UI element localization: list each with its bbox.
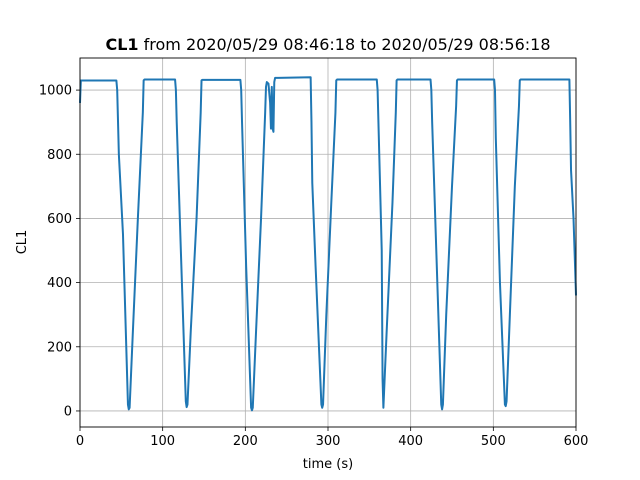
- x-tick-label: 600: [564, 434, 589, 449]
- x-axis-label: time (s): [303, 457, 353, 472]
- y-tick-label: 400: [47, 276, 72, 291]
- chart-title: CL1 from 2020/05/29 08:46:18 to 2020/05/…: [105, 35, 550, 54]
- x-axis-ticks: 0 100 200 300 400 500 600: [76, 427, 589, 449]
- x-tick-label: 100: [150, 434, 175, 449]
- y-tick-label: 0: [64, 404, 72, 419]
- x-tick-label: 400: [398, 434, 423, 449]
- grid-lines: [79, 58, 577, 427]
- x-tick-label: 300: [316, 434, 341, 449]
- x-tick-label: 200: [233, 434, 258, 449]
- x-tick-label: 0: [76, 434, 84, 449]
- chart-title-bold: CL1: [105, 35, 138, 54]
- y-axis-ticks: 0 200 400 600 800 1000: [39, 84, 80, 419]
- y-tick-label: 1000: [39, 84, 72, 99]
- x-tick-label: 500: [481, 434, 506, 449]
- chart-title-rest: from 2020/05/29 08:46:18 to 2020/05/29 0…: [139, 35, 551, 54]
- y-axis-label: CL1: [15, 230, 30, 255]
- plot-area: [79, 76, 577, 412]
- y-tick-label: 600: [47, 212, 72, 227]
- y-tick-label: 800: [47, 148, 72, 163]
- series-line: [79, 76, 577, 412]
- y-tick-label: 200: [47, 340, 72, 355]
